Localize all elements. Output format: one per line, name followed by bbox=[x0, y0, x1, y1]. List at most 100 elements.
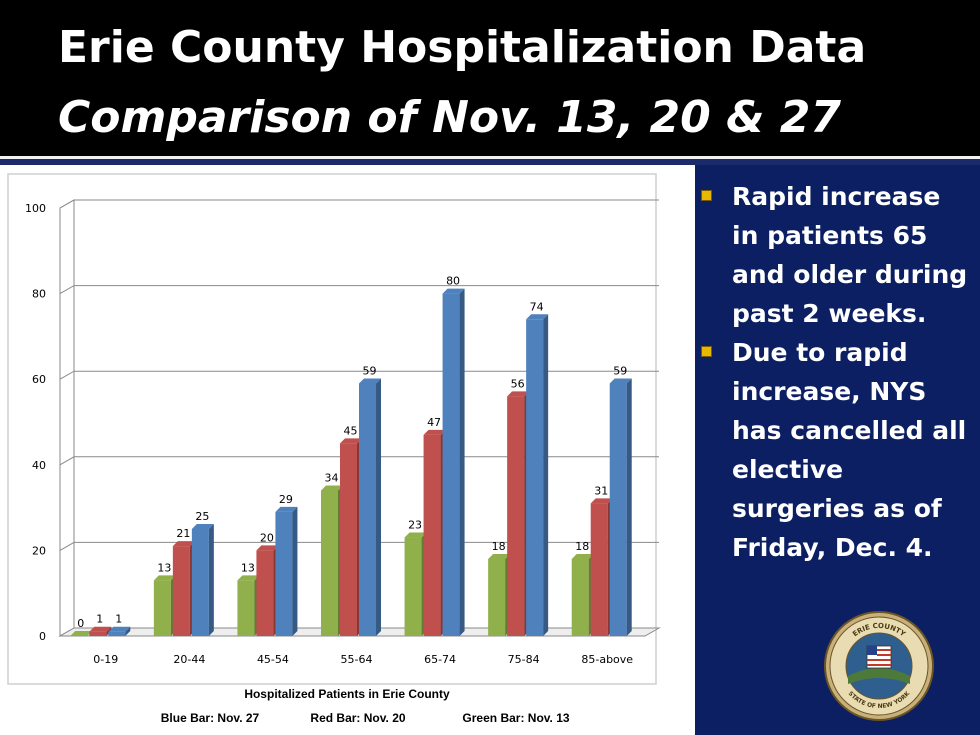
bar-top bbox=[172, 541, 195, 547]
y-tick-label: 40 bbox=[32, 459, 46, 472]
bar-side bbox=[125, 626, 131, 636]
chart-panel: 0 20 40 60 80 100 0 1 1 0-19 13 21 25 20-44 13 20 29 45-5… bbox=[0, 165, 695, 735]
data-label: 25 bbox=[195, 510, 209, 523]
bar bbox=[442, 288, 465, 636]
bar-top bbox=[609, 378, 632, 384]
bar-top bbox=[256, 545, 279, 551]
data-label: 13 bbox=[241, 561, 255, 574]
bar-front bbox=[191, 529, 209, 636]
bar-front bbox=[108, 631, 126, 636]
data-label: 18 bbox=[492, 540, 506, 553]
bar bbox=[526, 314, 549, 636]
data-label: 21 bbox=[176, 527, 190, 540]
data-label: 0 bbox=[77, 617, 84, 630]
bar bbox=[488, 553, 511, 636]
x-tick-label: 65-74 bbox=[424, 653, 456, 666]
data-label: 34 bbox=[325, 471, 339, 484]
bar-top bbox=[89, 626, 112, 632]
legend-item: Red Bar: Nov. 20 bbox=[310, 711, 405, 725]
bar-top bbox=[590, 498, 613, 504]
data-label: 56 bbox=[511, 377, 525, 390]
bar bbox=[590, 498, 613, 636]
divider-rule bbox=[0, 156, 980, 159]
bar-top bbox=[191, 524, 214, 529]
bar-top bbox=[237, 575, 260, 581]
bar bbox=[321, 485, 343, 636]
bar-front bbox=[340, 443, 357, 636]
bullet-text: Rapid increase in patients 65 and older … bbox=[732, 182, 968, 328]
bar bbox=[275, 506, 298, 636]
bar-front bbox=[590, 503, 608, 636]
bar bbox=[609, 378, 632, 636]
bar-side bbox=[292, 506, 298, 636]
bullet-square-icon bbox=[701, 346, 712, 357]
bar-front bbox=[172, 546, 190, 636]
bar-front bbox=[153, 580, 171, 636]
y-tick-label: 0 bbox=[39, 630, 46, 643]
bar bbox=[571, 553, 594, 636]
bar-front bbox=[571, 558, 589, 636]
bar-side bbox=[376, 378, 381, 636]
y-tick-label: 80 bbox=[32, 288, 46, 301]
page-title: Erie County Hospitalization Data bbox=[58, 22, 867, 73]
bar-front bbox=[359, 383, 376, 636]
bar-front bbox=[404, 537, 422, 636]
data-label: 18 bbox=[575, 540, 589, 553]
bullet-text: Due to rapid increase, NYS has cancelled… bbox=[732, 338, 967, 562]
data-label: 59 bbox=[363, 364, 377, 377]
bar-top bbox=[571, 553, 594, 559]
bar-front bbox=[256, 550, 274, 636]
bar-top bbox=[359, 378, 381, 384]
bar bbox=[340, 438, 362, 636]
bar-top bbox=[275, 506, 298, 512]
x-axis-title: Hospitalized Patients in Erie County bbox=[244, 687, 450, 701]
data-label: 47 bbox=[427, 416, 441, 429]
x-tick-label: 45-54 bbox=[257, 653, 289, 666]
y-tick-label: 20 bbox=[32, 544, 46, 557]
x-tick-label: 85-above bbox=[581, 653, 633, 666]
bar bbox=[153, 575, 176, 636]
legend-item: Blue Bar: Nov. 27 bbox=[161, 711, 260, 725]
bullet-panel: Rapid increase in patients 65 and older … bbox=[695, 165, 980, 735]
bar-top bbox=[526, 314, 549, 320]
bar-front bbox=[423, 434, 441, 636]
bar-front bbox=[321, 490, 338, 636]
gridline bbox=[59, 285, 659, 295]
page-subtitle: Comparison of Nov. 13, 20 & 27 bbox=[58, 92, 841, 143]
bar bbox=[423, 429, 446, 636]
bar-top bbox=[70, 631, 93, 636]
erie-county-seal-icon: ERIE COUNTY STATE OF NEW YORK bbox=[824, 611, 934, 721]
divider-rule-navy bbox=[0, 159, 980, 165]
chart-side-wall bbox=[59, 199, 75, 637]
data-label: 31 bbox=[594, 484, 608, 497]
gridline bbox=[59, 199, 659, 209]
bar-side bbox=[626, 378, 632, 636]
bar bbox=[507, 391, 530, 636]
bar bbox=[256, 545, 279, 636]
bar-side bbox=[208, 524, 214, 636]
y-tick-label: 100 bbox=[25, 202, 46, 215]
bar-side bbox=[543, 314, 549, 636]
bar-top bbox=[442, 288, 465, 294]
bar-top bbox=[404, 532, 427, 538]
bar bbox=[237, 575, 260, 636]
data-label: 59 bbox=[613, 364, 627, 377]
x-tick-label: 0-19 bbox=[93, 653, 118, 666]
bar-front bbox=[526, 319, 544, 636]
bar bbox=[404, 532, 427, 636]
legend-item: Green Bar: Nov. 13 bbox=[462, 711, 569, 725]
data-label: 1 bbox=[96, 613, 103, 626]
bar-top bbox=[321, 485, 343, 491]
bar-top bbox=[488, 553, 511, 559]
bar bbox=[359, 378, 381, 636]
bullet-list: Rapid increase in patients 65 and older … bbox=[695, 177, 980, 567]
bar-front bbox=[609, 383, 627, 636]
data-label: 1 bbox=[115, 613, 122, 626]
x-tick-label: 20-44 bbox=[173, 653, 205, 666]
y-tick-label: 60 bbox=[32, 373, 46, 386]
bar-top bbox=[423, 429, 446, 435]
data-label: 13 bbox=[157, 561, 171, 574]
bar-top bbox=[153, 575, 176, 581]
bullet-square-icon bbox=[701, 190, 712, 201]
x-tick-label: 55-64 bbox=[341, 653, 373, 666]
